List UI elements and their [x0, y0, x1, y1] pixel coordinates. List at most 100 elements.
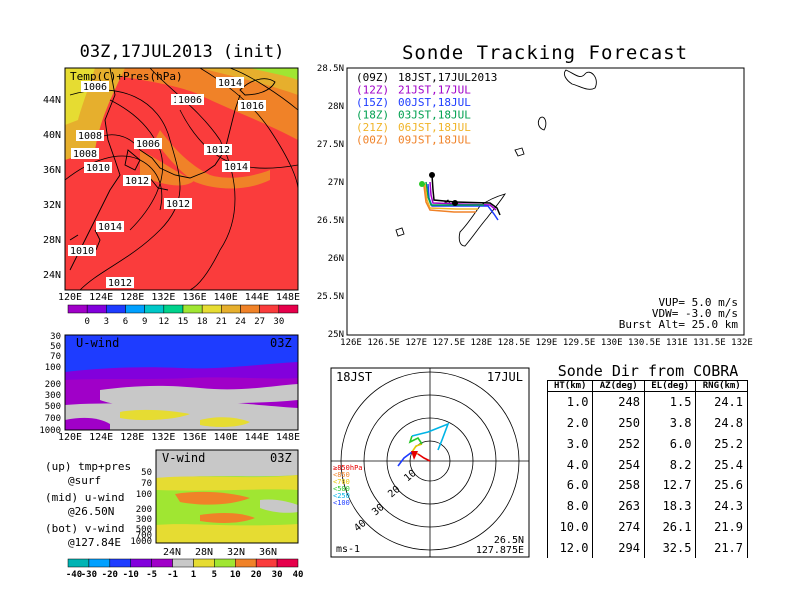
wind-colorbar-label: -10 [123, 570, 139, 580]
track-lat-tick: 25N [328, 330, 344, 340]
isobar-label-bg [204, 144, 232, 155]
direction-table-row: 2.0 250 3.8 24.8 [546, 412, 748, 434]
wind-colorbar-swatch [130, 558, 152, 568]
direction-table-cell: 12.0 [546, 537, 594, 558]
track-legend-utc: (18Z) [356, 109, 389, 122]
map-lat-tick: 36N [43, 165, 61, 176]
track-lat-ticks: 28.5N 28N 27.5N 27N 26.5N 26N 25.5N 25N [317, 64, 344, 340]
track-legend-jst: 03JST,18JUL [398, 109, 471, 122]
uwind-y-tick: 1000 [39, 426, 61, 436]
temp-colorbar-label: 27 [254, 317, 265, 327]
uwind-x-tick: 136E [183, 432, 207, 443]
direction-table-cell: 6.0 [546, 475, 594, 496]
track-lat-tick: 26.5N [317, 216, 344, 226]
wind-colorbar-swatch [193, 558, 215, 568]
note-up-level: @surf [68, 474, 102, 487]
temp-colorbar-label: 9 [142, 317, 147, 327]
uwind-y-tick: 30 [50, 332, 61, 342]
track-lat-tick: 28N [328, 102, 344, 112]
track-legend-utc: (15Z) [356, 96, 389, 109]
vwind-y-tick: 200 [136, 505, 152, 515]
direction-table-cell: 6.0 [643, 433, 697, 455]
wind-colorbar-label: 20 [251, 570, 262, 580]
polar-lon: 127.875E [476, 545, 524, 556]
polar-level-legend: ≥850hPa<850<700<500<250<100 [333, 464, 363, 507]
polar-level-legend-item: <700 [333, 478, 350, 486]
direction-table-row: 1.0 248 1.5 24.1 [546, 391, 748, 413]
wind-colorbar-label: -1 [167, 570, 178, 580]
polar-level-legend-item: ≥850hPa [333, 464, 363, 472]
uwind-x-ticks: 120E 124E 128E 132E 136E 140E 144E 148E [58, 432, 300, 443]
temp-colorbar-label: 24 [235, 317, 246, 327]
wind-colorbar-label: 5 [212, 570, 217, 580]
map-lon-tick: 120E [58, 292, 82, 303]
map-lon-tick: 140E [214, 292, 238, 303]
uwind-label: U-wind [76, 336, 119, 350]
temp-colorbar-swatch [259, 304, 280, 314]
map-lon-tick: 148E [276, 292, 300, 303]
vwind-y-tick: 1000 [130, 537, 152, 547]
map-lat-tick: 28N [43, 235, 61, 246]
direction-table-cell: 294 [592, 537, 645, 558]
map-lat-tick: 24N [43, 270, 61, 281]
isobar-label: 1006 [178, 95, 202, 106]
track-legend: (09Z) 18JST,17JUL2013 (12Z) 21JST,17JUL (15Z… [356, 71, 497, 147]
direction-table-cell: 252 [592, 433, 645, 455]
isobar-label: 1006 [136, 139, 160, 150]
track-lat-tick: 27N [328, 178, 344, 188]
track-lon-tick: 127E [405, 338, 427, 348]
direction-table-cell: 32.5 [643, 537, 697, 558]
track-legend-utc: (09Z) [356, 71, 389, 84]
direction-table-cell: 21.9 [695, 516, 748, 538]
vwind-label: V-wind [162, 451, 205, 465]
track-lon-tick: 131.5E [693, 338, 726, 348]
uwind-y-tick: 200 [45, 380, 61, 390]
isobar-label-bg [106, 277, 134, 288]
temp-colorbar-swatch [125, 304, 145, 314]
direction-table-row: 10.0 274 26.1 21.9 [546, 516, 748, 538]
wind-colorbar-swatch [235, 558, 257, 568]
direction-table-cell: 18.3 [643, 495, 697, 517]
map-field-label: Temp(C)+Pres(hPa) [70, 70, 183, 83]
isobar-label-bg [222, 161, 250, 172]
polar-start-marker [411, 451, 418, 460]
vwind-time: 03Z [270, 451, 292, 465]
uwind-y-tick: 100 [45, 363, 61, 373]
track-lat-tick: 28.5N [317, 64, 344, 74]
uwind-x-tick: 144E [245, 432, 269, 443]
wind-colorbar-label: 1 [191, 570, 196, 580]
wind-colorbar-label: -40 [66, 570, 82, 580]
vwind-y-tick: 70 [141, 479, 152, 489]
burst-param: Burst Alt= 25.0 km [619, 318, 739, 331]
uwind-x-tick: 120E [58, 432, 82, 443]
map-lon-tick: 124E [89, 292, 113, 303]
track-legend-jst: 00JST,18JUL [398, 96, 471, 109]
temp-colorbar-label: 6 [123, 317, 128, 327]
vwind-frame [155, 449, 299, 544]
vdw-param: VDW= -3.0 m/s [652, 307, 738, 320]
isobar-label-bg [76, 130, 104, 141]
track-lon-tick: 129E [536, 338, 558, 348]
direction-table-cell: 8.2 [643, 454, 697, 476]
temp-colorbar-swatch [163, 304, 184, 314]
temp-colorbar-swatch [86, 304, 107, 314]
direction-table-cell: 1.5 [643, 391, 697, 413]
isobar-label-bg [238, 100, 266, 111]
header-height: HT(km) [546, 380, 594, 392]
uwind-y-tick: 70 [50, 352, 61, 362]
note-bot-level: @127.84E [68, 536, 121, 549]
track-lon-tick: 131E [666, 338, 688, 348]
isobar-label-bg [216, 77, 244, 88]
direction-table-cell: 254 [592, 454, 645, 476]
direction-table-cell: 274 [592, 516, 645, 538]
uwind-x-tick: 148E [276, 432, 300, 443]
temp-colorbar-swatch [67, 304, 88, 314]
direction-table-cell: 4.0 [546, 454, 594, 476]
isobar-label-bg [123, 175, 151, 186]
sonde-track [423, 185, 476, 213]
direction-table-cell: 250 [592, 412, 645, 434]
uwind-y-tick: 500 [45, 402, 61, 412]
wind-colorbar-label: 40 [293, 570, 304, 580]
